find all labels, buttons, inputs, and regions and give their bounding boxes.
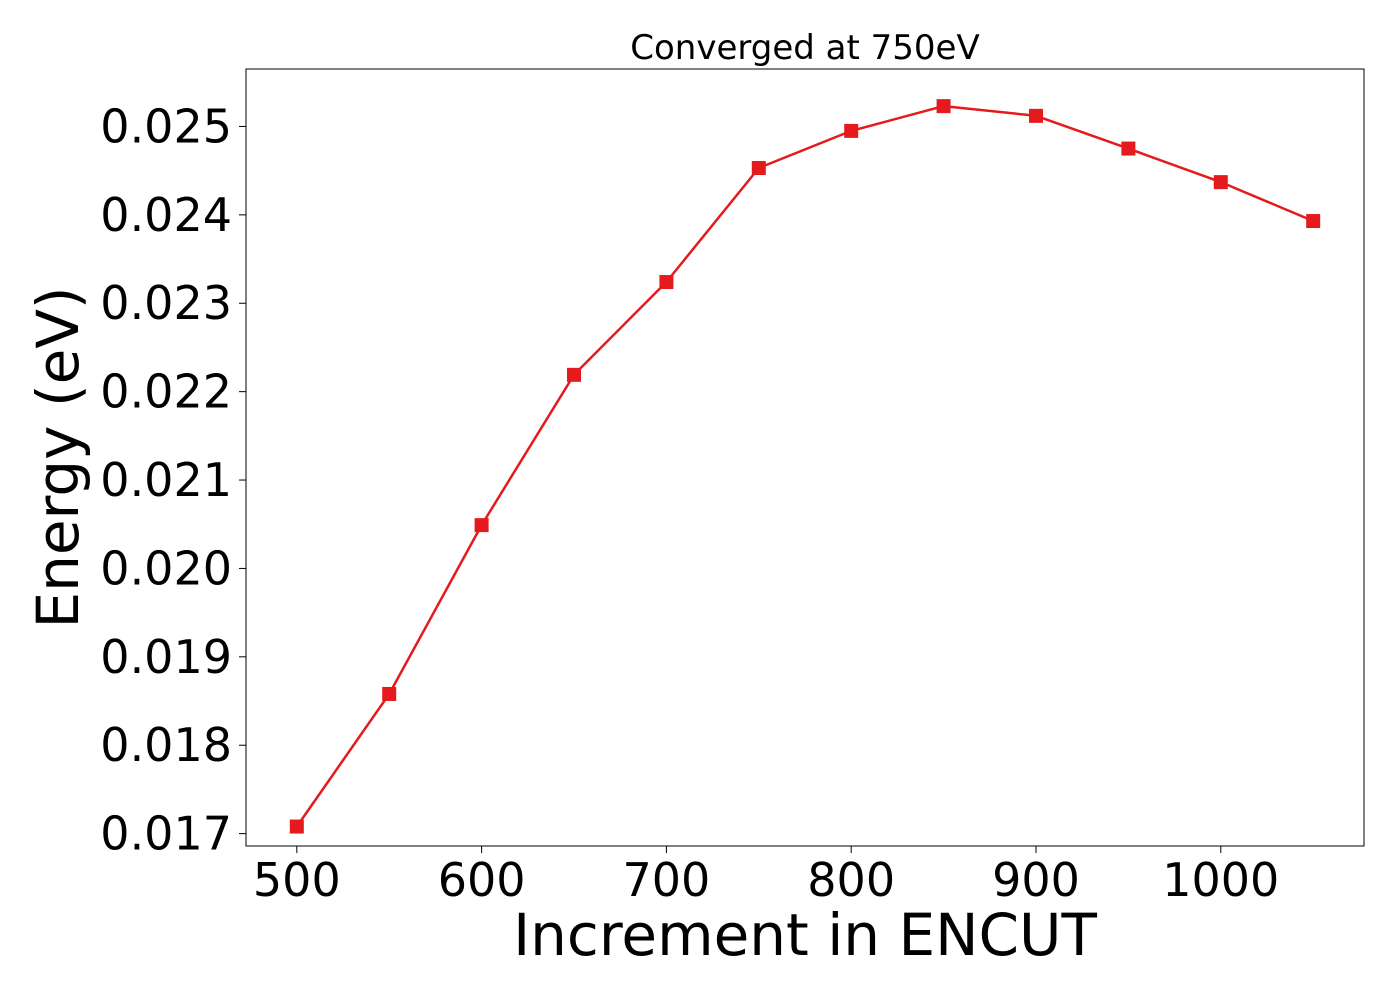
x-tick-label: 600: [438, 853, 526, 907]
y-tick-label: 0.021: [100, 453, 232, 507]
plot-frame: [245, 68, 1365, 847]
x-tick-label: 700: [622, 853, 710, 907]
y-tick-label: 0.018: [100, 718, 232, 772]
data-point-marker: [1306, 214, 1321, 229]
plot-area: [289, 99, 1321, 834]
y-tick-label: 0.019: [100, 630, 232, 684]
data-point-marker: [567, 367, 582, 382]
data-point-marker: [1028, 108, 1043, 123]
y-tick-label: 0.017: [100, 807, 232, 861]
x-axis: 500 600 700 800 900 1000: [253, 846, 1279, 907]
y-tick-label: 0.022: [100, 365, 232, 419]
series-line: [295, 104, 1314, 828]
data-point-marker: [936, 99, 951, 114]
y-tick-label: 0.025: [100, 99, 232, 153]
y-tick-label: 0.023: [100, 276, 232, 330]
y-axis-title: Energy (eV): [24, 286, 92, 628]
y-tick-label: 0.024: [100, 188, 232, 242]
data-point-marker: [751, 161, 766, 176]
data-point-marker: [289, 819, 304, 834]
data-point-marker: [1121, 141, 1136, 156]
x-tick-label: 1000: [1162, 853, 1279, 907]
data-point-marker: [844, 123, 859, 138]
chart-title: Converged at 750eV: [630, 28, 979, 68]
data-point-marker: [659, 275, 674, 290]
x-tick-label: 800: [807, 853, 895, 907]
x-axis-title: Increment in ENCUT: [513, 901, 1097, 969]
x-tick-label: 500: [253, 853, 341, 907]
data-point-marker: [474, 518, 489, 533]
y-tick-label: 0.020: [100, 541, 232, 595]
y-axis: 0.017 0.018 0.019 0.020 0.021 0.022 0.023 0.024…: [100, 99, 246, 861]
data-point-marker: [1213, 175, 1228, 190]
x-tick-label: 900: [992, 853, 1080, 907]
data-point-marker: [382, 686, 397, 701]
